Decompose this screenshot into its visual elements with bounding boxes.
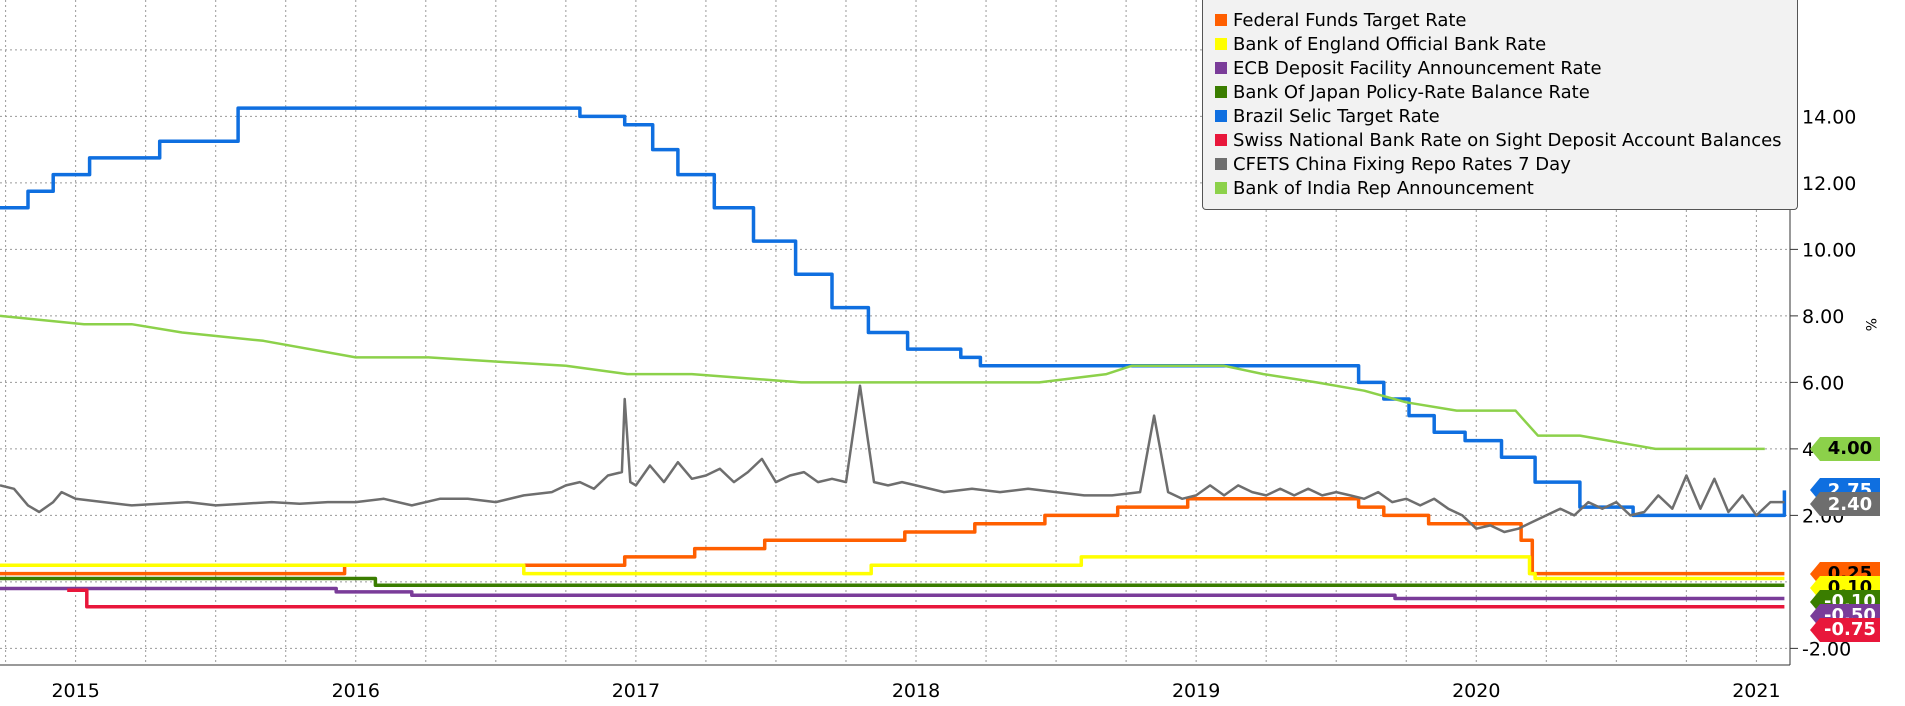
x-tick-label: 2018 [892,680,940,702]
series-line-cfets-china-fixing-repo-rates-7-day [0,384,1785,534]
x-axis: 2015 2016 2017 2018 2019 2020 2021 [0,664,1790,702]
legend-item: Bank of England Official Bank Rate [1215,32,1797,56]
legend-label: ECB Deposit Facility Announcement Rate [1233,57,1602,79]
y-tick-label: -2.00 [1802,638,1851,660]
legend-swatch [1215,158,1227,170]
x-tick-label: 2017 [612,680,660,702]
y-axis-unit-label: % [1862,318,1878,332]
legend-item: Federal Funds Target Rate [1215,8,1797,32]
legend-swatch [1215,14,1227,26]
x-tick-label: 2021 [1732,680,1780,702]
x-tick-label: 2019 [1172,680,1220,702]
legend-item: Swiss National Bank Rate on Sight Deposi… [1215,128,1797,152]
legend-label: Federal Funds Target Rate [1233,9,1467,31]
series-line-bank-of-japan-policy-rate-balance-rate [0,576,1785,587]
series-line-ecb-deposit-facility-announcement-rate [0,586,1785,601]
y-tick-label: 12.00 [1802,173,1856,195]
last-value-tag: 4.00 [1810,436,1880,461]
legend-swatch [1215,86,1227,98]
legend-label: Bank Of Japan Policy-Rate Balance Rate [1233,81,1590,103]
legend-label: CFETS China Fixing Repo Rates 7 Day [1233,153,1571,175]
legend-item: Bank of India Rep Announcement [1215,176,1797,200]
series-line-bank-of-india-rep-announcement [0,314,1765,451]
series-line-swiss-national-bank-rate-on-sight-deposit-account-balances [67,588,1785,609]
legend-item: CFETS China Fixing Repo Rates 7 Day [1215,152,1797,176]
y-tick-label: 8.00 [1802,306,1844,328]
x-tick-label: 2020 [1452,680,1500,702]
series-lines [0,106,1787,609]
legend-label: Brazil Selic Target Rate [1233,105,1440,127]
legend-item: ECB Deposit Facility Announcement Rate [1215,56,1797,80]
series-line-brazil-selic-target-rate [0,106,1787,518]
series-line-federal-funds-target-rate [0,497,1785,576]
legend: Federal Funds Target Rate Bank of England… [1202,0,1798,210]
legend-label: Bank of England Official Bank Rate [1233,33,1547,55]
legend-swatch [1215,38,1227,50]
legend-swatch [1215,62,1227,74]
y-tick-label: 6.00 [1802,372,1844,394]
legend-swatch [1215,134,1227,146]
legend-swatch [1215,110,1227,122]
legend-item: Brazil Selic Target Rate [1215,104,1797,128]
legend-label: Swiss National Bank Rate on Sight Deposi… [1233,129,1782,151]
legend-label: Bank of India Rep Announcement [1233,177,1534,199]
y-tick-label: 10.00 [1802,239,1856,261]
x-tick-label: 2015 [51,680,99,702]
series-line-bank-of-england-official-bank-rate [0,555,1785,581]
last-value-tag: -0.75 [1810,617,1880,642]
last-value-tag: 2.40 [1810,492,1880,517]
legend-swatch [1215,182,1227,194]
x-tick-label: 2016 [332,680,380,702]
legend-item: Bank Of Japan Policy-Rate Balance Rate [1215,80,1797,104]
y-tick-label: 14.00 [1802,106,1856,128]
